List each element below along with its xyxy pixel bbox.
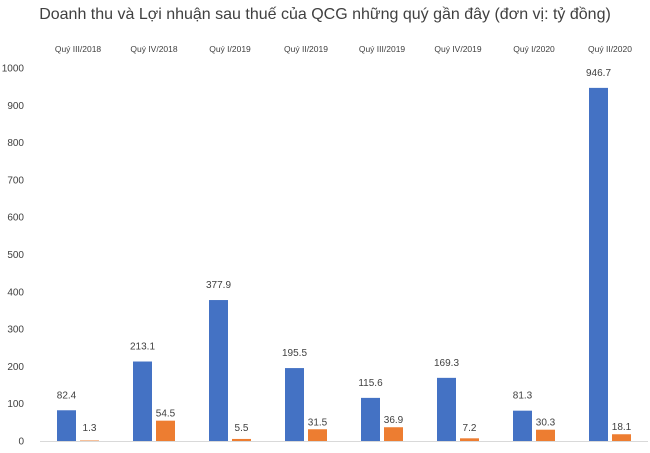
bar-series-1 xyxy=(361,397,380,441)
data-label-series-2: 54.5 xyxy=(156,409,176,420)
category-label: Quý III/2019 xyxy=(359,44,406,54)
data-label-series-2: 31.5 xyxy=(308,417,328,428)
category-label: Quý I/2019 xyxy=(209,44,251,54)
bar-series-1 xyxy=(513,410,532,441)
bars xyxy=(57,87,631,442)
bar-series-1 xyxy=(589,87,608,442)
bar-series-1 xyxy=(133,361,152,441)
y-tick-label: 400 xyxy=(7,287,24,298)
y-tick-label: 800 xyxy=(7,138,24,149)
data-label-series-1: 195.5 xyxy=(282,348,307,359)
category-label: Quý I/2020 xyxy=(513,44,555,54)
bar-series-2 xyxy=(156,420,175,441)
data-label-series-2: 30.3 xyxy=(536,418,556,429)
y-tick-label: 600 xyxy=(7,213,24,224)
y-axis: 0 100 200 300 400 500 600 700 800 900 1000 xyxy=(2,64,25,448)
category-label: Quý II/2019 xyxy=(284,44,328,54)
bar-series-2 xyxy=(80,440,99,442)
category-label: Quý III/2018 xyxy=(55,44,102,54)
data-label-series-1: 82.4 xyxy=(57,390,77,401)
data-label-series-2: 7.2 xyxy=(463,423,477,434)
y-tick-label: 200 xyxy=(7,362,24,373)
data-label-series-1: 169.3 xyxy=(434,358,459,369)
y-tick-label: 300 xyxy=(7,325,24,336)
data-label-series-1: 377.9 xyxy=(206,280,231,291)
bar-series-1 xyxy=(437,377,456,441)
category-label: Quý II/2020 xyxy=(588,44,632,54)
data-labels: 82.4 1.3 213.1 54.5 377.9 5.5 195.5 31.5 115.6 36… xyxy=(57,68,632,434)
data-label-series-2: 18.1 xyxy=(612,422,632,433)
data-label-series-1: 946.7 xyxy=(586,68,611,79)
bar-series-2 xyxy=(384,427,403,441)
bar-series-2 xyxy=(460,438,479,441)
y-tick-label: 100 xyxy=(7,399,24,410)
y-tick-label: 500 xyxy=(7,250,24,261)
chart-title: Doanh thu và Lợi nhuận sau thuế của QCG … xyxy=(39,6,611,23)
bar-series-2 xyxy=(536,429,555,441)
bar-series-1 xyxy=(285,368,304,441)
data-label-series-2: 36.9 xyxy=(384,415,404,426)
bar-series-1 xyxy=(57,410,76,441)
bar-series-1 xyxy=(209,300,228,441)
category-labels: Quý III/2018 Quý IV/2018 Quý I/2019 Quý II/… xyxy=(55,44,632,54)
data-label-series-1: 115.6 xyxy=(358,378,383,389)
y-tick-label: 900 xyxy=(7,101,24,112)
data-label-series-2: 1.3 xyxy=(83,423,97,434)
bar-series-2 xyxy=(308,429,327,441)
bar-series-2 xyxy=(612,434,631,441)
category-label: Quý IV/2019 xyxy=(434,44,482,54)
y-tick-label: 0 xyxy=(18,437,24,448)
data-label-series-1: 213.1 xyxy=(130,342,155,353)
data-label-series-1: 81.3 xyxy=(513,391,533,402)
data-label-series-2: 5.5 xyxy=(235,423,249,434)
y-tick-label: 1000 xyxy=(2,64,25,75)
y-tick-label: 700 xyxy=(7,175,24,186)
bar-series-2 xyxy=(232,438,251,441)
category-label: Quý IV/2018 xyxy=(130,44,178,54)
